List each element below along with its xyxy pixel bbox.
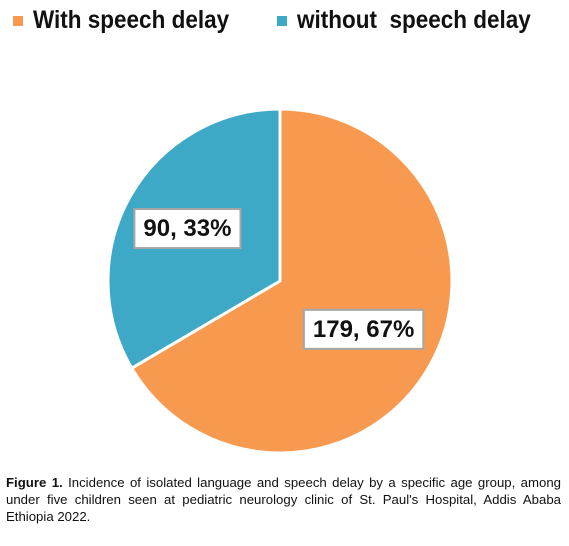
legend-item-without-speech-delay: without speech delay xyxy=(276,6,557,35)
pie-slice-with-speech-delay xyxy=(130,107,454,455)
data-label-box xyxy=(302,308,425,350)
data-label-box xyxy=(133,208,242,250)
legend-swatch-with-speech-delay xyxy=(12,15,23,26)
caption-text: Incidence of isolated language and speec… xyxy=(6,475,561,524)
legend-item-with-speech-delay: With speech delay xyxy=(12,6,251,35)
legend-label-without-speech-delay: without speech delay xyxy=(296,6,531,34)
data-label-text: 179, 67% xyxy=(313,316,414,343)
pie-chart: 179, 67% 90, 33% xyxy=(106,107,454,455)
data-label-text: 90, 33% xyxy=(143,215,231,242)
data-label-without-speech-delay: 90, 33% xyxy=(133,208,242,250)
legend-swatch-without-speech-delay xyxy=(276,15,287,26)
data-label-with-speech-delay: 179, 67% xyxy=(302,308,425,350)
figure-caption: Figure 1. Incidence of isolated language… xyxy=(6,474,561,525)
chart-legend: With speech delay without speech delay xyxy=(0,6,569,35)
legend-label-with-speech-delay: With speech delay xyxy=(32,6,229,34)
caption-label: Figure 1. xyxy=(6,475,63,490)
